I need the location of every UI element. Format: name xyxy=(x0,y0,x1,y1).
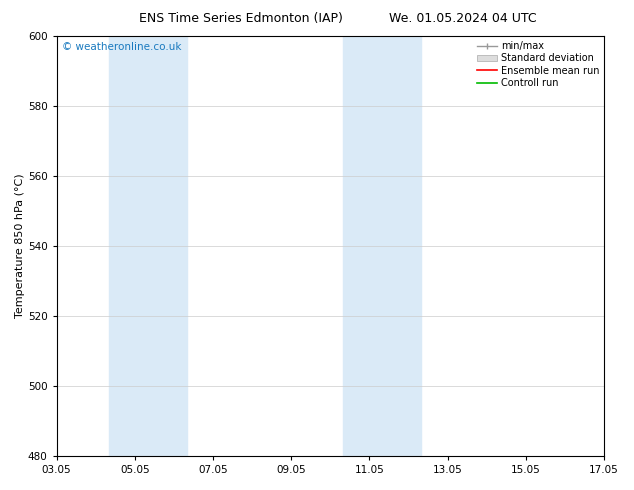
Text: We. 01.05.2024 04 UTC: We. 01.05.2024 04 UTC xyxy=(389,12,536,25)
Bar xyxy=(343,36,422,456)
Y-axis label: Temperature 850 hPa (°C): Temperature 850 hPa (°C) xyxy=(15,174,25,318)
Bar xyxy=(108,36,187,456)
Text: © weatheronline.co.uk: © weatheronline.co.uk xyxy=(62,43,181,52)
Legend: min/max, Standard deviation, Ensemble mean run, Controll run: min/max, Standard deviation, Ensemble me… xyxy=(474,38,602,91)
Text: ENS Time Series Edmonton (IAP): ENS Time Series Edmonton (IAP) xyxy=(139,12,343,25)
